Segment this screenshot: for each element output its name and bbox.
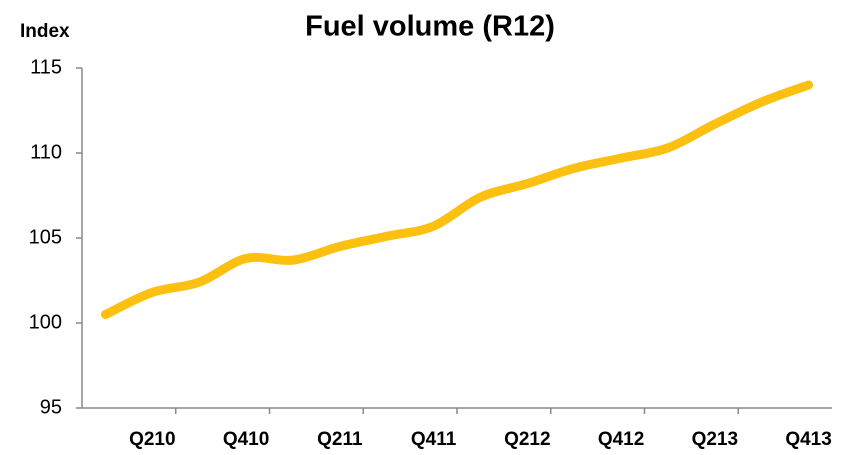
x-tick-label: Q412 [598,429,644,450]
x-tick-label: Q212 [504,429,550,450]
x-tick-label: Q413 [785,429,831,450]
y-axis-label: Index [20,21,70,42]
y-tick-label: 110 [30,141,62,163]
chart-title: Fuel volume (R12) [305,11,555,43]
x-tick-label: Q213 [692,429,738,450]
y-tick-label: 100 [29,311,62,333]
y-tick-label: 95 [40,396,62,418]
y-tick-label: 115 [30,56,62,78]
x-tick-label: Q210 [129,429,175,450]
series-line [100,80,814,319]
x-tick-label: Q410 [223,429,269,450]
x-tick-label: Q211 [317,429,363,450]
y-tick-label: 105 [29,226,62,248]
x-tick-label: Q411 [411,429,457,450]
